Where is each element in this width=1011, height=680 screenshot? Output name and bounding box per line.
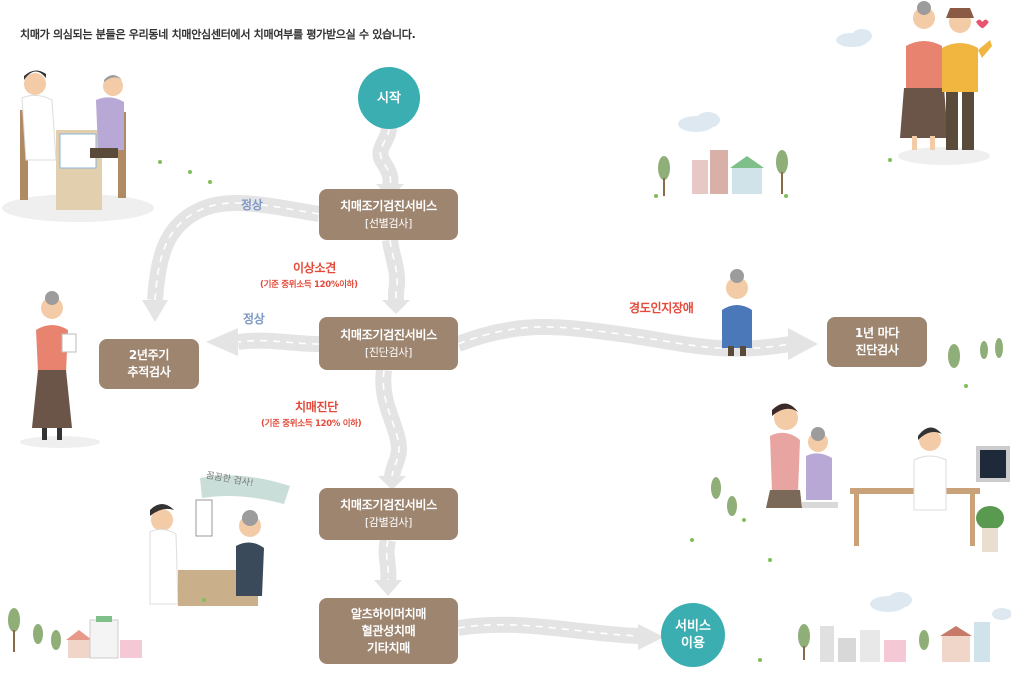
- differential-node: 치매조기검진서비스 [감별검사]: [319, 488, 458, 540]
- arrowhead-service: [638, 624, 664, 650]
- consultation-illustration: [766, 403, 1010, 552]
- intro-text: 치매가 의심되는 분들은 우리동네 치매안심센터에서 치매여부를 평가받으실 수…: [20, 28, 416, 41]
- tracking-node: 2년주기 추적검사: [99, 339, 199, 389]
- edge-label-dementia: 치매진단: [295, 400, 338, 414]
- start-node: 시작: [358, 67, 420, 129]
- start-label: 시작: [377, 90, 401, 106]
- arrowhead-annual: [788, 328, 818, 360]
- elderly-couple-illustration: [900, 1, 992, 150]
- arrowhead-types: [374, 580, 402, 596]
- screening-node: 치매조기검진서비스 [선별검사]: [319, 189, 458, 240]
- road-diagnosis-to-differential: [375, 368, 407, 479]
- screening-title: 치매조기검진서비스: [340, 198, 437, 213]
- nurse-exam-illustration: [149, 475, 290, 606]
- types-line3: 기타치매: [367, 640, 410, 655]
- arrowhead-diagnosis: [382, 300, 410, 314]
- service-line1: 서비스: [675, 619, 711, 634]
- types-line2: 혈관성치매: [361, 623, 416, 638]
- annual-line2: 진단검사: [855, 343, 899, 357]
- edge-label-mci: 경도인지장애: [629, 301, 694, 315]
- edge-label-normal-2: 정상: [243, 312, 265, 326]
- service-node: 서비스 이용: [661, 603, 725, 667]
- annual-line1: 1년 마다: [854, 326, 900, 340]
- road-start-to-screening: [372, 127, 399, 188]
- differential-sub: [감별검사]: [364, 516, 413, 529]
- diagnosis-sub: [진단검사]: [364, 345, 413, 359]
- differential-title: 치매조기검진서비스: [340, 498, 437, 512]
- arrowhead-differential: [378, 476, 406, 490]
- dementia-types-node: 알츠하이머치매 혈관성치매 기타치매: [319, 598, 458, 664]
- tracking-line2: 추적검사: [127, 365, 171, 379]
- arrowhead-tracking-left: [206, 328, 238, 356]
- elderly-woman-illustration: [722, 269, 752, 356]
- diagnosis-node: 치매조기검진서비스 [진단검사]: [319, 317, 458, 370]
- edge-label-dementia-note: (기준 중위소득 120% 이하): [261, 419, 362, 429]
- diagnosis-title: 치매조기검진서비스: [340, 327, 437, 342]
- woman-with-paper-illustration: [32, 291, 77, 440]
- service-line2: 이용: [681, 636, 705, 651]
- arrowhead-tracking-top: [142, 300, 168, 322]
- screening-sub: [선별검사]: [364, 216, 413, 230]
- types-line1: 알츠하이머치매: [350, 606, 427, 621]
- town-illustration-lower-right: [798, 622, 990, 662]
- edge-label-abnormal-note: (기준 중위소득 120%이하): [260, 280, 358, 290]
- town-illustration-upper: [658, 150, 788, 196]
- edge-label-normal-1: 정상: [241, 198, 263, 212]
- doctor-consult-illustration: [20, 70, 126, 210]
- road-types-to-service: [456, 616, 641, 644]
- town-illustration-lower-left: [8, 608, 142, 659]
- edge-label-abnormal: 이상소견: [293, 261, 336, 275]
- annual-node: 1년 마다 진단검사: [827, 317, 927, 367]
- tracking-line1: 2년주기: [128, 348, 170, 362]
